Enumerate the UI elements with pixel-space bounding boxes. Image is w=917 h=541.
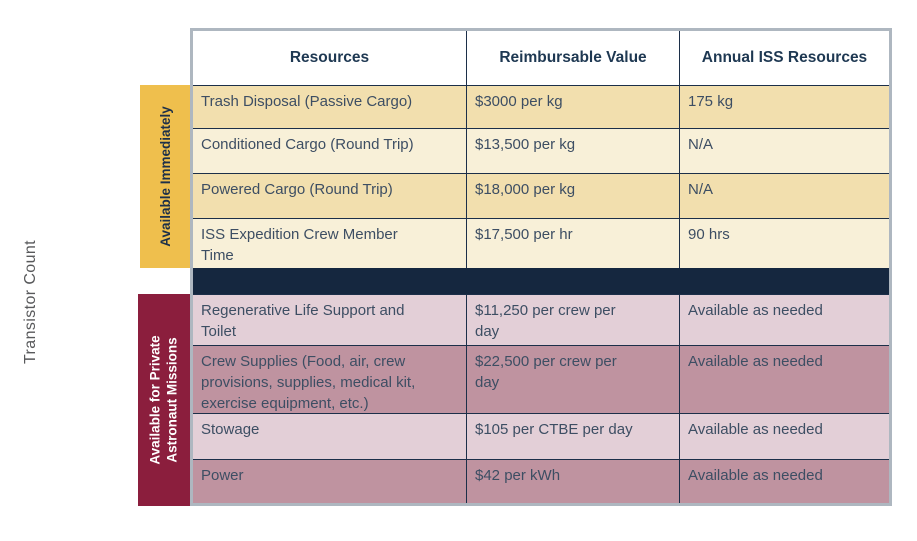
group-header-label: Available Immediately xyxy=(157,106,173,247)
cell-resource: Stowage xyxy=(193,413,467,459)
cell-annual: Available as needed xyxy=(680,413,889,459)
cell-resource: Powered Cargo (Round Trip) xyxy=(193,173,467,218)
table-row: ISS Expedition Crew Member Time $17,500 … xyxy=(193,218,889,268)
cell-value: $11,250 per crew per day xyxy=(467,294,680,345)
cell-value: $105 per CTBE per day xyxy=(467,413,680,459)
cell-value: $13,500 per kg xyxy=(467,128,680,173)
cell-value: $22,500 per crew per day xyxy=(467,345,680,413)
table-row: Stowage $105 per CTBE per day Available … xyxy=(193,413,889,459)
cell-value: $18,000 per kg xyxy=(467,173,680,218)
table-row: Power $42 per kWh Available as needed xyxy=(193,459,889,503)
cell-value: $42 per kWh xyxy=(467,459,680,503)
cell-resource: Crew Supplies (Food, air, crew provision… xyxy=(193,345,467,413)
column-header-annual-iss-resources: Annual ISS Resources xyxy=(701,49,868,66)
cell-annual: 175 kg xyxy=(680,85,889,128)
separator-bar xyxy=(193,268,889,294)
cell-resource: Trash Disposal (Passive Cargo) xyxy=(193,85,467,128)
cell-resource: Conditioned Cargo (Round Trip) xyxy=(193,128,467,173)
cell-annual: Available as needed xyxy=(680,459,889,503)
column-header-resources: Resources xyxy=(193,31,467,85)
cell-resource: ISS Expedition Crew Member Time xyxy=(193,218,467,268)
column-header-reimbursable-value: Reimbursable Value xyxy=(467,31,680,85)
table-row: Regenerative Life Support and Toilet $11… xyxy=(193,294,889,345)
group-header-private-astronaut-missions: Available for Private Astronaut Missions xyxy=(138,294,190,506)
table-row: Trash Disposal (Passive Cargo) $3000 per… xyxy=(193,85,889,128)
group-header-available-immediately: Available Immediately xyxy=(140,85,190,268)
cell-annual: N/A xyxy=(680,128,889,173)
group-header-label: Available for Private Astronaut Missions xyxy=(148,335,180,465)
cell-resource: Power xyxy=(193,459,467,503)
iss-resources-table: Resources Reimbursable Value Annual ISS … xyxy=(190,28,892,506)
cell-value: $17,500 per hr xyxy=(467,218,680,268)
table-row: Powered Cargo (Round Trip) $18,000 per k… xyxy=(193,173,889,218)
table-row: Conditioned Cargo (Round Trip) $13,500 p… xyxy=(193,128,889,173)
cell-value: $3000 per kg xyxy=(467,85,680,128)
y-axis-label: Transistor Count xyxy=(22,239,39,365)
cell-resource: Regenerative Life Support and Toilet xyxy=(193,294,467,345)
cell-annual: Available as needed xyxy=(680,345,889,413)
table-row: Crew Supplies (Food, air, crew provision… xyxy=(193,345,889,413)
cell-annual: Available as needed xyxy=(680,294,889,345)
table-header-row: Resources Reimbursable Value Annual ISS … xyxy=(193,31,889,85)
cell-annual: 90 hrs xyxy=(680,218,889,268)
cell-annual: N/A xyxy=(680,173,889,218)
